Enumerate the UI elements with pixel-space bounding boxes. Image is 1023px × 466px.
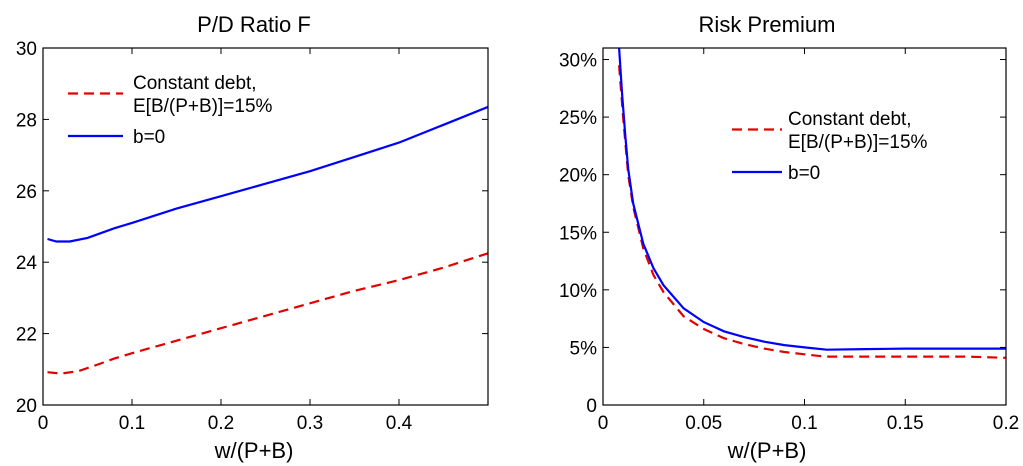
legend-label: b=0 (788, 163, 820, 184)
x-tick-label: 0.2 (993, 413, 1019, 434)
x-tick-label: 0.3 (297, 413, 323, 434)
y-tick-label: 10% (559, 281, 597, 302)
chart-risk-premium: Risk Premium w/(P+B) 0 0.05 0.1 0.15 0.2 0 5% 1… (559, 12, 1019, 463)
x-axis-label: w/(P+B) (214, 438, 294, 463)
chart-pd-ratio: P/D Ratio F w/(P+B) 0 0.1 0.2 0.3 0.4 20 22 24 2… (16, 12, 489, 463)
legend-label: Constant debt, (133, 73, 257, 94)
axes-frame (42, 47, 489, 406)
y-tick-label: 30 (16, 39, 37, 60)
y-tick-label: 22 (16, 325, 37, 346)
legend-label: Constant debt, (788, 109, 912, 130)
x-tick-label: 0.05 (685, 413, 722, 434)
axes-frame (602, 47, 1007, 406)
legend-label: b=0 (133, 127, 165, 148)
x-tick-label: 0.4 (386, 413, 413, 434)
x-tick-label: 0.1 (119, 413, 145, 434)
x-tick-label: 0.2 (208, 413, 234, 434)
chart-title: P/D Ratio F (197, 12, 311, 37)
series-line-constant-debt (618, 65, 1006, 359)
x-tick-label: 0 (38, 413, 49, 434)
series-line-constant-debt (47, 252, 488, 375)
y-tick-label: 30% (559, 51, 597, 72)
series-line-b0 (618, 48, 1006, 351)
y-tick-label: 28 (16, 110, 37, 131)
chart-title: Risk Premium (699, 12, 836, 37)
series-line-b0 (47, 105, 488, 243)
legend: Constant debt,E[B/(P+B)]=15% b=0 (68, 73, 273, 148)
y-tick-label: 20% (559, 166, 597, 187)
y-tick-label: 5% (570, 338, 598, 359)
x-tick-label: 0 (598, 413, 609, 434)
x-tick-label: 0.15 (887, 413, 924, 434)
y-tick-label: 25% (559, 108, 597, 129)
legend-label: E[B/(P+B)]=15% (788, 132, 928, 153)
x-tick-label: 0.1 (791, 413, 817, 434)
y-tick-label: 0 (586, 396, 597, 417)
legend: Constant debt,E[B/(P+B)]=15% b=0 (732, 109, 928, 184)
y-tick-label: 20 (16, 396, 37, 417)
x-axis-label: w/(P+B) (727, 438, 807, 463)
y-tick-label: 26 (16, 182, 37, 203)
legend-label: E[B/(P+B)]=15% (133, 96, 273, 117)
y-tick-label: 24 (16, 253, 38, 274)
y-tick-label: 15% (559, 223, 597, 244)
